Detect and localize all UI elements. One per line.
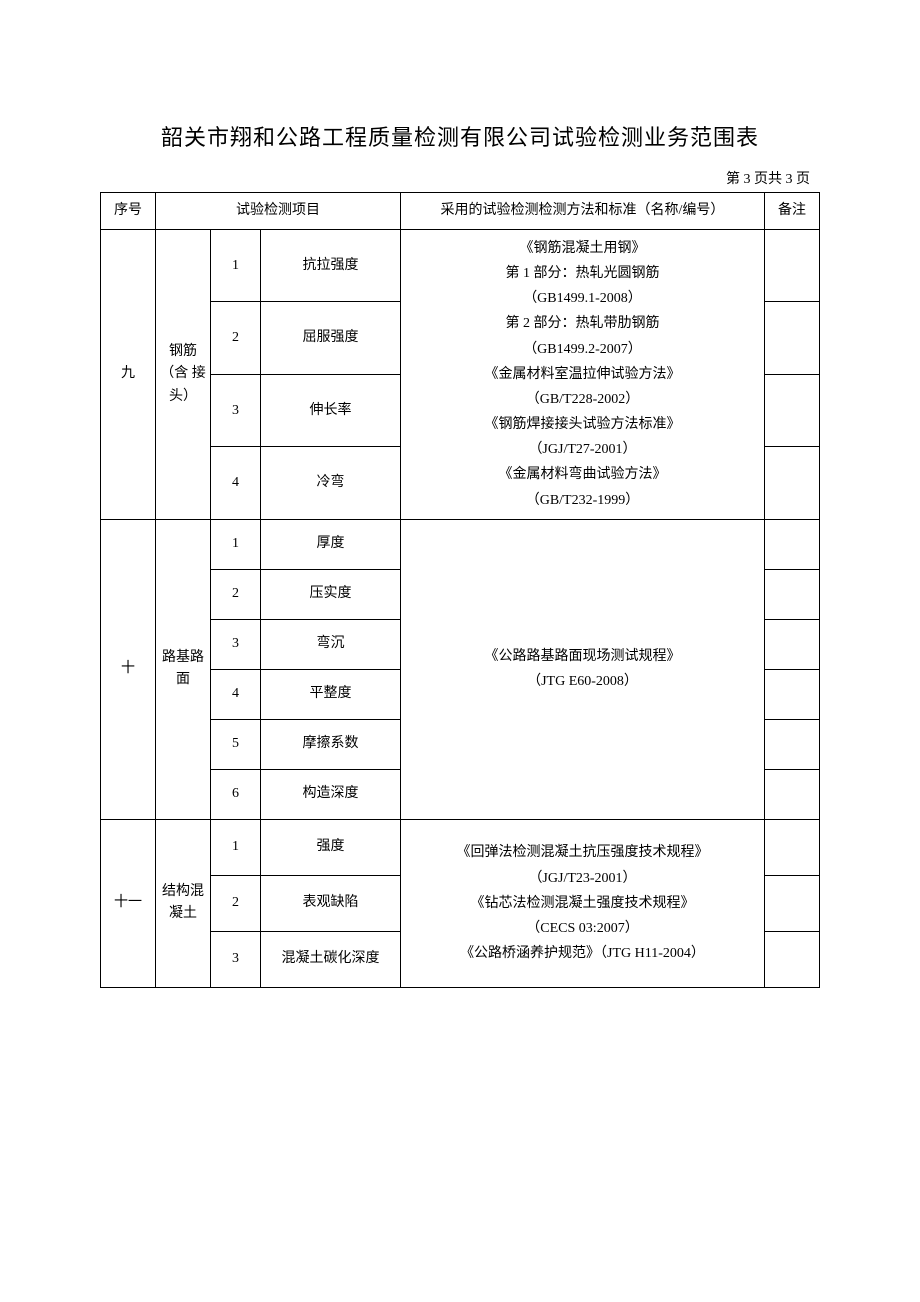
seq-cell: 十一: [101, 819, 156, 987]
item-idx: 1: [211, 519, 261, 569]
item-idx: 4: [211, 447, 261, 520]
item-idx: 5: [211, 719, 261, 769]
table-row: 九 钢筋（含 接头） 1 抗拉强度 《钢筋混凝土用钢》第 1 部分：热轧光圆钢筋…: [101, 229, 820, 302]
item-idx: 4: [211, 669, 261, 719]
table-row: 十 路基路面 1 厚度 《公路路基路面现场测试规程》（JTG E60-2008）: [101, 519, 820, 569]
note-cell: [765, 931, 820, 987]
category-cell: 钢筋（含 接头）: [156, 229, 211, 519]
standard-cell: 《钢筋混凝土用钢》第 1 部分：热轧光圆钢筋（GB1499.1-2008）第 2…: [401, 229, 765, 519]
header-seq: 序号: [101, 193, 156, 230]
table-row: 十一 结构混凝土 1 强度 《回弹法检测混凝土抗压强度技术规程》（JGJ/T23…: [101, 819, 820, 875]
table-header-row: 序号 试验检测项目 采用的试验检测检测方法和标准（名称/编号） 备注: [101, 193, 820, 230]
note-cell: [765, 447, 820, 520]
page-title: 韶关市翔和公路工程质量检测有限公司试验检测业务范围表: [100, 120, 820, 152]
item-name: 平整度: [261, 669, 401, 719]
note-cell: [765, 229, 820, 302]
category-cell: 结构混凝土: [156, 819, 211, 987]
note-cell: [765, 819, 820, 875]
scope-table: 序号 试验检测项目 采用的试验检测检测方法和标准（名称/编号） 备注 九 钢筋（…: [100, 192, 820, 988]
note-cell: [765, 302, 820, 375]
standard-cell: 《回弹法检测混凝土抗压强度技术规程》（JGJ/T23-2001）《钻芯法检测混凝…: [401, 819, 765, 987]
note-cell: [765, 619, 820, 669]
note-cell: [765, 719, 820, 769]
item-name: 摩擦系数: [261, 719, 401, 769]
item-idx: 1: [211, 229, 261, 302]
standard-cell: 《公路路基路面现场测试规程》（JTG E60-2008）: [401, 519, 765, 819]
item-name: 伸长率: [261, 374, 401, 447]
note-cell: [765, 769, 820, 819]
item-idx: 3: [211, 931, 261, 987]
note-cell: [765, 519, 820, 569]
item-name: 表观缺陷: [261, 875, 401, 931]
item-name: 冷弯: [261, 447, 401, 520]
seq-cell: 九: [101, 229, 156, 519]
item-idx: 3: [211, 374, 261, 447]
note-cell: [765, 374, 820, 447]
category-cell: 路基路面: [156, 519, 211, 819]
header-item: 试验检测项目: [156, 193, 401, 230]
item-name: 抗拉强度: [261, 229, 401, 302]
header-note: 备注: [765, 193, 820, 230]
item-idx: 2: [211, 569, 261, 619]
item-idx: 6: [211, 769, 261, 819]
item-name: 强度: [261, 819, 401, 875]
item-name: 构造深度: [261, 769, 401, 819]
note-cell: [765, 569, 820, 619]
item-name: 压实度: [261, 569, 401, 619]
item-name: 弯沉: [261, 619, 401, 669]
item-name: 混凝土碳化深度: [261, 931, 401, 987]
item-idx: 2: [211, 875, 261, 931]
item-name: 屈服强度: [261, 302, 401, 375]
page-indicator: 第 3 页共 3 页: [100, 168, 820, 188]
item-idx: 2: [211, 302, 261, 375]
header-standard: 采用的试验检测检测方法和标准（名称/编号）: [401, 193, 765, 230]
seq-cell: 十: [101, 519, 156, 819]
note-cell: [765, 875, 820, 931]
item-name: 厚度: [261, 519, 401, 569]
item-idx: 1: [211, 819, 261, 875]
note-cell: [765, 669, 820, 719]
item-idx: 3: [211, 619, 261, 669]
